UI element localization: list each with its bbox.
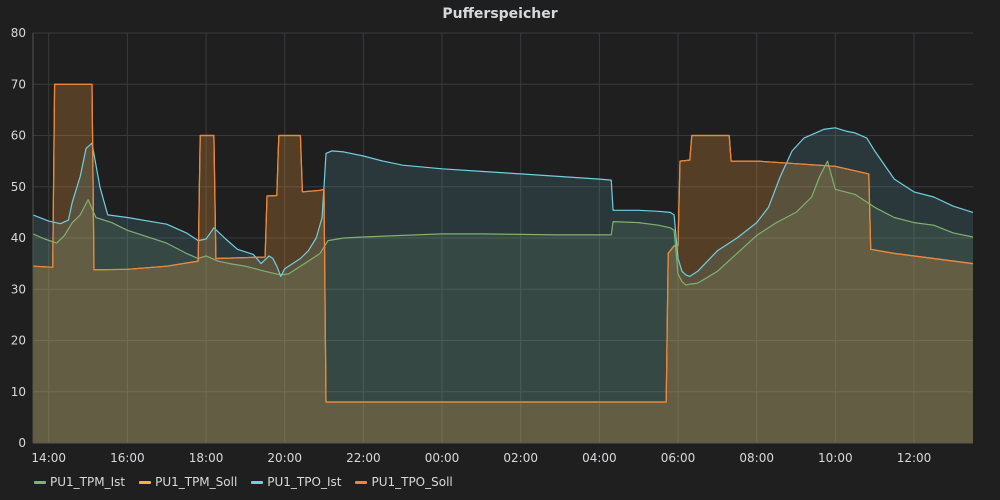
x-tick-label: 18:00 xyxy=(189,451,224,465)
legend-item[interactable]: PU1_TPO_Ist xyxy=(251,474,341,490)
y-tick-label: 10 xyxy=(11,385,26,399)
legend-swatch xyxy=(355,480,368,484)
panel-title[interactable]: Pufferspeicher xyxy=(442,6,558,22)
x-tick-label: 04:00 xyxy=(582,451,617,465)
series-area-PU1_TPM_Soll xyxy=(33,84,973,444)
series-lines xyxy=(32,83,974,403)
series-line-PU1_TPO_Soll[interactable] xyxy=(32,83,974,403)
y-tick-label: 70 xyxy=(11,77,26,91)
y-tick-label: 50 xyxy=(11,180,26,194)
legend-label: PU1_TPO_Soll xyxy=(371,475,453,489)
legend-label: PU1_TPM_Ist xyxy=(50,475,126,489)
x-tick-label: 02:00 xyxy=(503,451,538,465)
legend: PU1_TPM_Ist PU1_TPM_Soll PU1_TPO_Ist PU1_TP… xyxy=(34,474,453,490)
legend-item[interactable]: PU1_TPO_Soll xyxy=(355,474,453,490)
series-line-PU1_TPM_Ist[interactable] xyxy=(32,160,974,286)
y-tick-label: 40 xyxy=(11,231,26,245)
series-area-PU1_TPO_Ist xyxy=(33,127,973,444)
axes: 0 10 20 30 40 50 60 70 80 14:00 16:00 18:00 20:00 22:… xyxy=(11,26,973,465)
series-area-PU1_TPO_Soll xyxy=(33,84,973,444)
series-areas xyxy=(33,84,973,444)
legend-swatch xyxy=(34,480,46,484)
y-tick-label: 30 xyxy=(11,282,26,296)
x-tick-label: 12:00 xyxy=(897,451,932,465)
x-tick-label: 14:00 xyxy=(31,451,66,465)
series-line-PU1_TPO_Ist[interactable] xyxy=(32,127,974,277)
series-area-PU1_TPM_Ist xyxy=(33,161,973,443)
y-tick-label: 80 xyxy=(11,26,26,40)
legend-label: PU1_TPO_Ist xyxy=(267,475,342,489)
x-tick-label: 20:00 xyxy=(267,451,302,465)
legend-label: PU1_TPM_Soll xyxy=(155,475,238,489)
y-tick-label: 60 xyxy=(11,129,26,143)
legend-item[interactable]: PU1_TPM_Soll xyxy=(139,474,237,490)
legend-swatch xyxy=(251,480,264,484)
x-tick-label: 08:00 xyxy=(739,451,774,465)
y-tick-label: 0 xyxy=(18,436,26,450)
legend-swatch xyxy=(139,480,152,484)
x-tick-label: 16:00 xyxy=(110,451,145,465)
y-tick-label: 20 xyxy=(11,334,26,348)
x-tick-label: 22:00 xyxy=(346,451,381,465)
x-tick-label: 10:00 xyxy=(818,451,853,465)
x-tick-label: 06:00 xyxy=(661,451,696,465)
legend-item[interactable]: PU1_TPM_Ist xyxy=(34,474,125,490)
x-tick-label: 00:00 xyxy=(425,451,460,465)
